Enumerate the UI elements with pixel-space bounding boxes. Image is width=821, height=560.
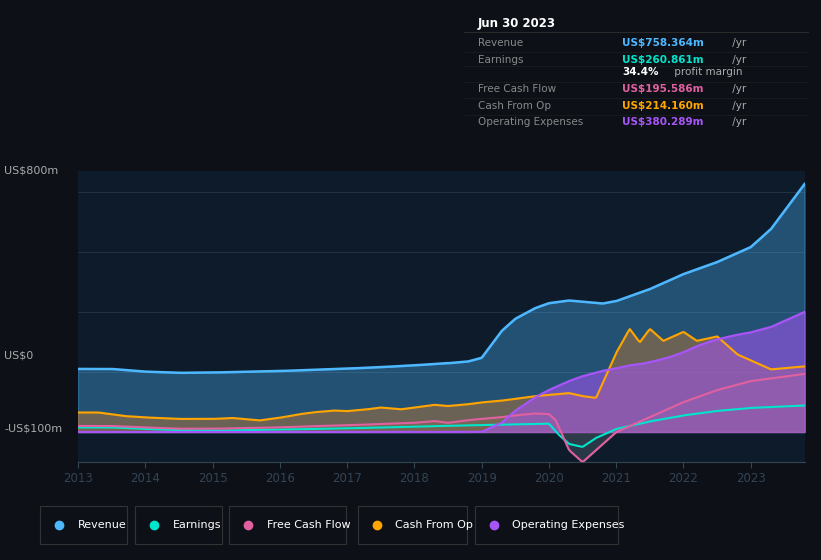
Text: /yr: /yr bbox=[729, 101, 746, 111]
Text: Cash From Op: Cash From Op bbox=[478, 101, 551, 111]
Text: /yr: /yr bbox=[729, 55, 746, 66]
Text: profit margin: profit margin bbox=[671, 68, 742, 77]
Text: Free Cash Flow: Free Cash Flow bbox=[267, 520, 351, 530]
Text: /yr: /yr bbox=[729, 118, 746, 127]
Text: Earnings: Earnings bbox=[172, 520, 221, 530]
Text: US$800m: US$800m bbox=[4, 166, 58, 176]
Text: /yr: /yr bbox=[729, 38, 746, 48]
Text: US$195.586m: US$195.586m bbox=[622, 84, 704, 94]
Text: /yr: /yr bbox=[729, 84, 746, 94]
Text: Revenue: Revenue bbox=[478, 38, 523, 48]
Text: Earnings: Earnings bbox=[478, 55, 523, 66]
Text: Operating Expenses: Operating Expenses bbox=[478, 118, 583, 127]
Text: Jun 30 2023: Jun 30 2023 bbox=[478, 17, 556, 30]
Text: US$0: US$0 bbox=[4, 351, 34, 361]
Text: 34.4%: 34.4% bbox=[622, 68, 659, 77]
Text: US$214.160m: US$214.160m bbox=[622, 101, 704, 111]
Text: Revenue: Revenue bbox=[78, 520, 127, 530]
Text: Operating Expenses: Operating Expenses bbox=[512, 520, 625, 530]
Text: US$260.861m: US$260.861m bbox=[622, 55, 704, 66]
Text: US$380.289m: US$380.289m bbox=[622, 118, 704, 127]
Text: US$758.364m: US$758.364m bbox=[622, 38, 704, 48]
Text: Free Cash Flow: Free Cash Flow bbox=[478, 84, 556, 94]
Text: Cash From Op: Cash From Op bbox=[396, 520, 473, 530]
Text: -US$100m: -US$100m bbox=[4, 423, 62, 433]
